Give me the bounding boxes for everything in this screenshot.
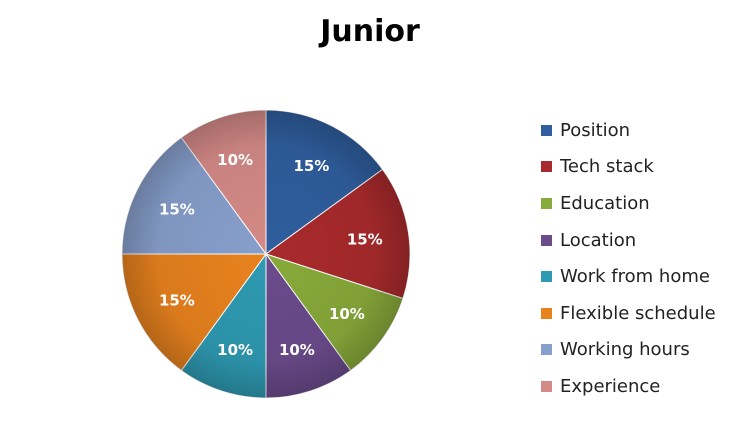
legend: Position Tech stack Education Location Work … [541,112,716,405]
legend-label: Working hours [560,339,690,361]
data-label: 15% [293,157,329,175]
pie-slices [121,109,411,399]
pie-data-labels: 15% 15% 10% 10% 10% 15% 15% 10% [159,151,383,359]
legend-swatch [541,344,552,356]
legend-label: Work from home [560,266,710,288]
legend-label: Position [560,119,631,141]
legend-item: Flexible schedule [541,295,716,332]
data-label: 10% [217,151,253,169]
legend-label: Location [560,229,637,251]
chart-title: Junior [320,14,420,49]
data-label: 15% [159,291,195,309]
data-label: 15% [159,201,195,219]
legend-swatch [541,234,552,246]
legend-swatch [541,271,552,283]
data-label: 15% [347,230,383,248]
legend-item: Working hours [541,332,716,369]
legend-swatch [541,124,552,136]
legend-item: Position [541,112,716,149]
legend-label: Flexible schedule [560,302,716,324]
legend-swatch [541,197,552,209]
legend-item: Experience [541,368,716,405]
legend-item: Work from home [541,258,716,295]
data-label: 10% [217,341,253,359]
legend-item: Education [541,185,716,222]
data-label: 10% [329,305,365,323]
legend-swatch [541,161,552,173]
legend-label: Experience [560,375,661,397]
legend-swatch [541,307,552,319]
legend-label: Tech stack [560,156,654,178]
legend-item: Tech stack [541,149,716,186]
data-label: 10% [279,341,315,359]
legend-label: Education [560,192,650,214]
legend-swatch [541,380,552,392]
legend-item: Location [541,222,716,259]
